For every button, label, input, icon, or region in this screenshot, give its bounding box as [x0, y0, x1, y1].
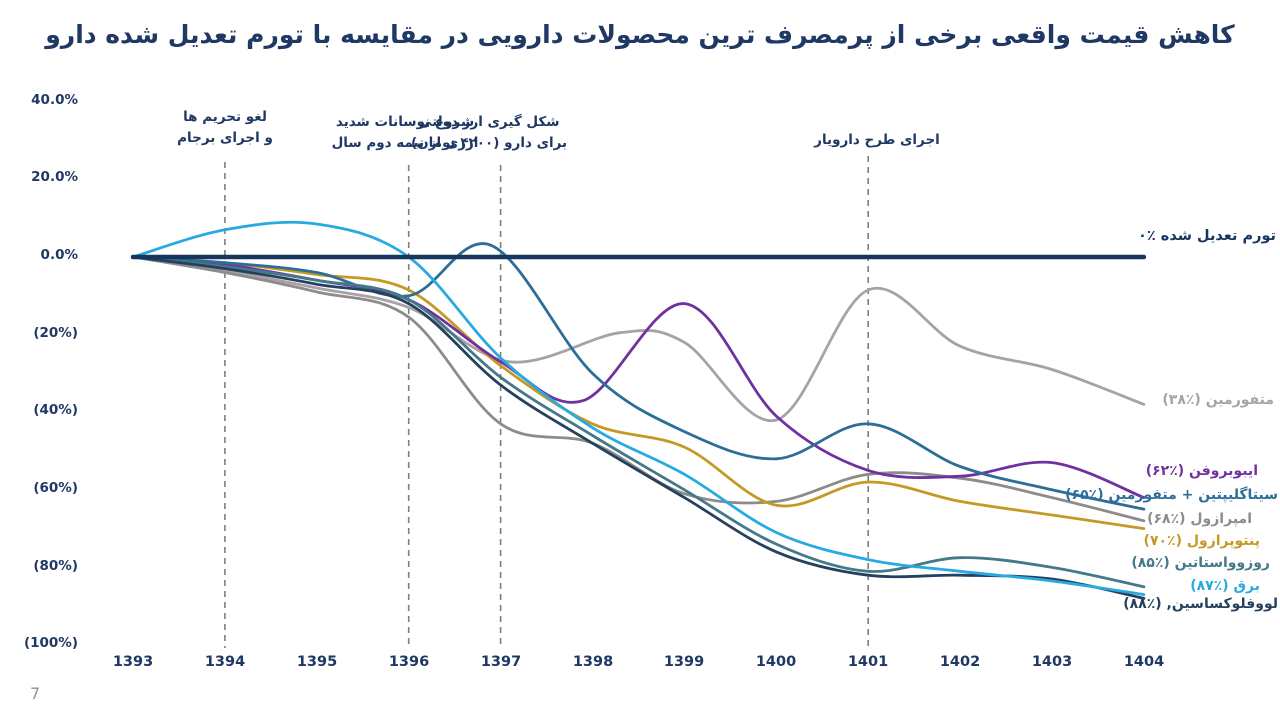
y-axis-tick: (60%)	[33, 480, 78, 496]
series-line-rosuvastatin	[131, 255, 1146, 589]
series-label-sitagliptin-metformin: سیتاگلیپتین + متفورمین (٪۶۵)	[1065, 487, 1278, 503]
x-axis-tick: 1397	[480, 654, 522, 670]
series-label-adjusted-inflation: تورم تعدیل شده ٪۰	[1138, 228, 1276, 244]
annotation-line: شکل گیری ارز دولتی	[418, 114, 560, 130]
series-label-rosuvastatin: روزوواستاتین (٪۸۵)	[1131, 555, 1270, 571]
series-line-pantoprazole	[131, 255, 1146, 530]
x-axis-tick: 1401	[847, 654, 889, 670]
x-axis-tick: 1403	[1031, 654, 1073, 670]
y-axis-tick: (80%)	[33, 558, 78, 574]
x-axis-tick: 1395	[296, 654, 338, 670]
y-axis-tick: 20.0%	[31, 169, 78, 185]
x-axis-tick: 1404	[1123, 654, 1165, 670]
series-line-electricity	[131, 220, 1146, 596]
y-axis-tick: (40%)	[33, 402, 78, 418]
annotation-line: اجرای طرح دارویار	[814, 132, 940, 148]
series-label-omeprazole: امپرازول (٪۶۸)	[1147, 511, 1252, 527]
y-axis-tick: 40.0%	[31, 92, 78, 108]
annotation-darooyar-plan: اجرای طرح دارویار	[767, 130, 987, 151]
series-label-ibuprofen: ایبوبروفن (٪۶۲)	[1145, 463, 1258, 479]
annotation-line: ارزی از نیمه دوم سال	[331, 135, 479, 151]
page-title: کاهش قیمت واقعی برخی از پرمصرف ترین محصو…	[45, 20, 1235, 49]
x-axis-tick: 1398	[572, 654, 614, 670]
annotation-line: شروع نوسانات شدید	[335, 114, 475, 130]
x-axis-tick: 1402	[939, 654, 981, 670]
x-axis-tick: 1396	[388, 654, 430, 670]
x-axis-tick: 1399	[663, 654, 705, 670]
y-axis-tick: (100%)	[23, 635, 78, 651]
page-number: 7	[30, 684, 41, 703]
x-axis-tick: 1393	[112, 654, 154, 670]
x-axis-tick: 1394	[204, 654, 246, 670]
series-line-sitagliptin-metformin	[131, 242, 1146, 511]
annotation-line: و اجرای برجام	[177, 130, 273, 146]
y-axis-tick: 0.0%	[40, 247, 78, 263]
x-axis-tick: 1400	[755, 654, 797, 670]
annotation-line: برای دارو (۴۲۰۰ تومان)	[410, 135, 568, 151]
annotation-line: لغو تحریم ها	[183, 109, 267, 125]
annotation-government-currency: شکل گیری ارز دولتی برای دارو (۴۲۰۰ تومان…	[379, 112, 599, 154]
annotation-sanctions-lifted: لغو تحریم ها و اجرای برجام	[115, 107, 335, 149]
y-axis-tick: (20%)	[33, 325, 78, 341]
series-line-omeprazole	[131, 255, 1146, 523]
series-label-levofloxacin: لووفلوکساسین, (٪۸۸)	[1123, 596, 1278, 612]
series-line-levofloxacin	[131, 255, 1146, 600]
series-label-electricity: برق (٪۸۷)	[1190, 578, 1260, 594]
series-label-metformin: متفورمین (٪۳۸)	[1162, 392, 1274, 408]
series-label-pantoprazole: پنتوپرازول (٪۷۰)	[1143, 533, 1260, 549]
series-line-metformin	[131, 255, 1146, 422]
annotation-currency-volatility: شروع نوسانات شدید ارزی از نیمه دوم سال	[295, 112, 515, 154]
